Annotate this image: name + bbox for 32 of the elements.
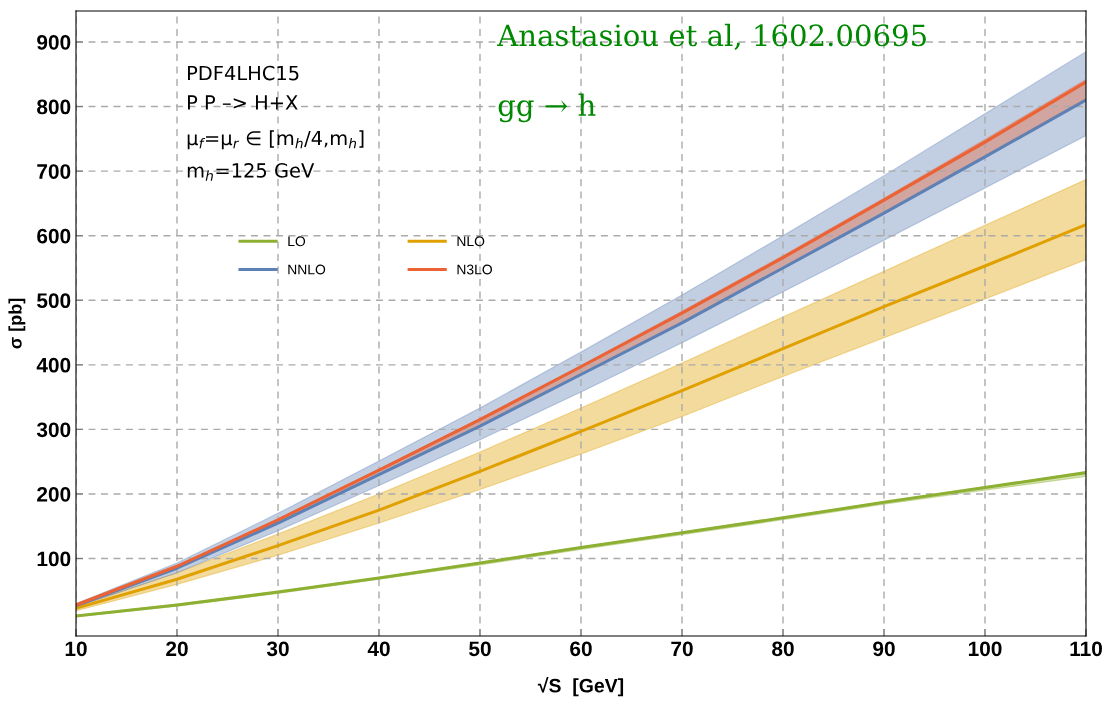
x-tick-label: 110 — [1070, 641, 1102, 657]
legend-label: NNLO — [288, 264, 326, 275]
y-tick-label: 500 — [37, 293, 71, 309]
legend-label: NLO — [457, 236, 485, 247]
y-tick-label: 200 — [37, 486, 71, 502]
x-tick-label: 40 — [367, 641, 390, 657]
x-tick-label: 90 — [873, 641, 895, 657]
y-tick-label: 800 — [37, 99, 71, 115]
x-tick-label: 10 — [65, 641, 87, 657]
y-axis-title: σ [pb] — [8, 298, 26, 349]
legend-label: LO — [288, 236, 306, 247]
annotation: P P –> H+X — [188, 95, 298, 110]
x-axis-title: √S [GeV] — [537, 676, 624, 697]
x-tick-label: 80 — [772, 641, 794, 657]
y-tick-label: 700 — [37, 164, 71, 179]
x-tick-label: 60 — [570, 641, 592, 657]
x-tick-label: 70 — [671, 641, 693, 657]
y-tick-label: 900 — [37, 34, 71, 50]
x-tick-label: 50 — [469, 641, 491, 657]
y-tick-label: 100 — [37, 551, 71, 567]
annotation: Anastasiou et al, 1602.00695 — [497, 23, 926, 50]
legend-label: N3LO — [457, 264, 492, 275]
y-tick-label: 600 — [37, 228, 71, 244]
x-tick-label: 100 — [968, 641, 1002, 657]
annotation: gg → h — [498, 93, 596, 123]
text: μ$_{f}$=μ$_{r}$ ∈ [m$_{h}$/4,m$_{h}$] — [187, 130, 364, 150]
annotation: m$_{h}$=125 GeV — [187, 163, 315, 181]
y-tick-label: 400 — [36, 357, 71, 373]
y-tick-label: 300 — [36, 422, 71, 438]
x-tick-label: 30 — [266, 641, 289, 657]
annotation: PDF4LHC15 — [188, 65, 299, 81]
x-tick-label: 20 — [166, 641, 188, 657]
